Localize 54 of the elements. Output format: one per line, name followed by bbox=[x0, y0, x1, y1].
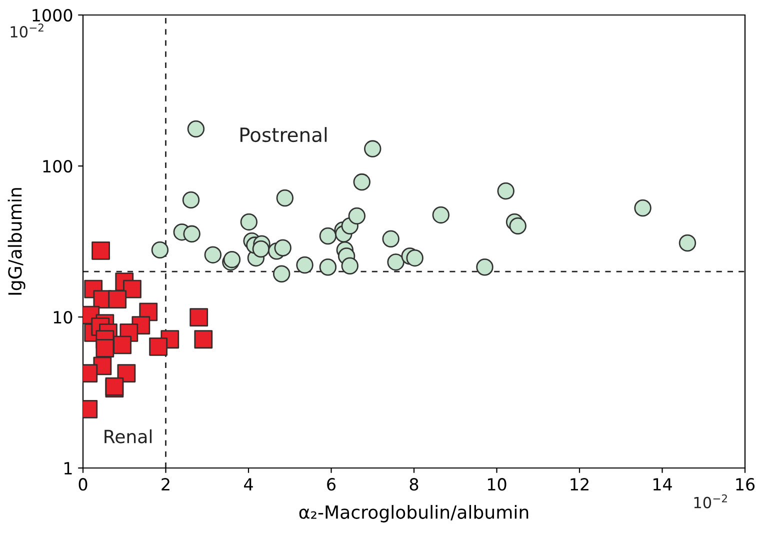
x-tick-label: 14 bbox=[653, 478, 672, 490]
point bbox=[497, 182, 514, 200]
point bbox=[204, 246, 222, 264]
point bbox=[240, 213, 258, 231]
x-tick-label: 2 bbox=[162, 478, 170, 490]
point bbox=[296, 256, 314, 274]
x-tick-label: 10 bbox=[488, 478, 506, 491]
point bbox=[96, 339, 114, 358]
x-tick-label: 12 bbox=[570, 478, 588, 490]
x-tick-label: 6 bbox=[327, 478, 336, 491]
annotation: Postrenal bbox=[240, 127, 327, 142]
point bbox=[194, 330, 213, 349]
point bbox=[190, 308, 208, 327]
point bbox=[276, 189, 294, 207]
point bbox=[364, 140, 382, 158]
point bbox=[92, 241, 110, 260]
point bbox=[319, 227, 337, 245]
point bbox=[272, 265, 290, 282]
y-tick-label: 1 bbox=[64, 462, 72, 474]
x-tick-label: 8 bbox=[410, 478, 418, 491]
y-axis-title: IgG/albumin bbox=[8, 188, 26, 295]
point bbox=[387, 253, 404, 271]
text: 10$^{−2}$ bbox=[10, 24, 44, 38]
point bbox=[476, 258, 494, 276]
point bbox=[406, 249, 424, 267]
point bbox=[117, 364, 136, 382]
point bbox=[149, 337, 168, 356]
point bbox=[382, 230, 400, 248]
point bbox=[348, 207, 366, 225]
point bbox=[678, 234, 696, 252]
annotation: Renal bbox=[104, 429, 152, 444]
y-tick-label: 100 bbox=[43, 160, 72, 173]
point bbox=[509, 217, 526, 235]
point bbox=[274, 239, 292, 256]
point bbox=[113, 336, 132, 354]
point bbox=[151, 241, 169, 259]
y-tick-label: 10 bbox=[54, 310, 72, 324]
point bbox=[341, 257, 358, 275]
point bbox=[634, 199, 652, 217]
x-axis-title: α₂-Macroglobulin/albumin bbox=[299, 504, 528, 522]
point bbox=[183, 225, 200, 243]
point bbox=[182, 191, 200, 209]
point bbox=[432, 206, 450, 224]
x-tick-label: 4 bbox=[244, 478, 253, 490]
point bbox=[319, 258, 337, 276]
y-tick-label: 1000 bbox=[32, 8, 72, 22]
point bbox=[108, 290, 127, 308]
x-tick-label: 16 bbox=[736, 478, 755, 491]
point bbox=[252, 240, 270, 258]
point bbox=[123, 280, 142, 298]
point bbox=[187, 120, 205, 138]
text: 10$^{−2}$ bbox=[694, 494, 727, 508]
point bbox=[353, 173, 370, 191]
x-tick-label: 0 bbox=[78, 478, 88, 491]
